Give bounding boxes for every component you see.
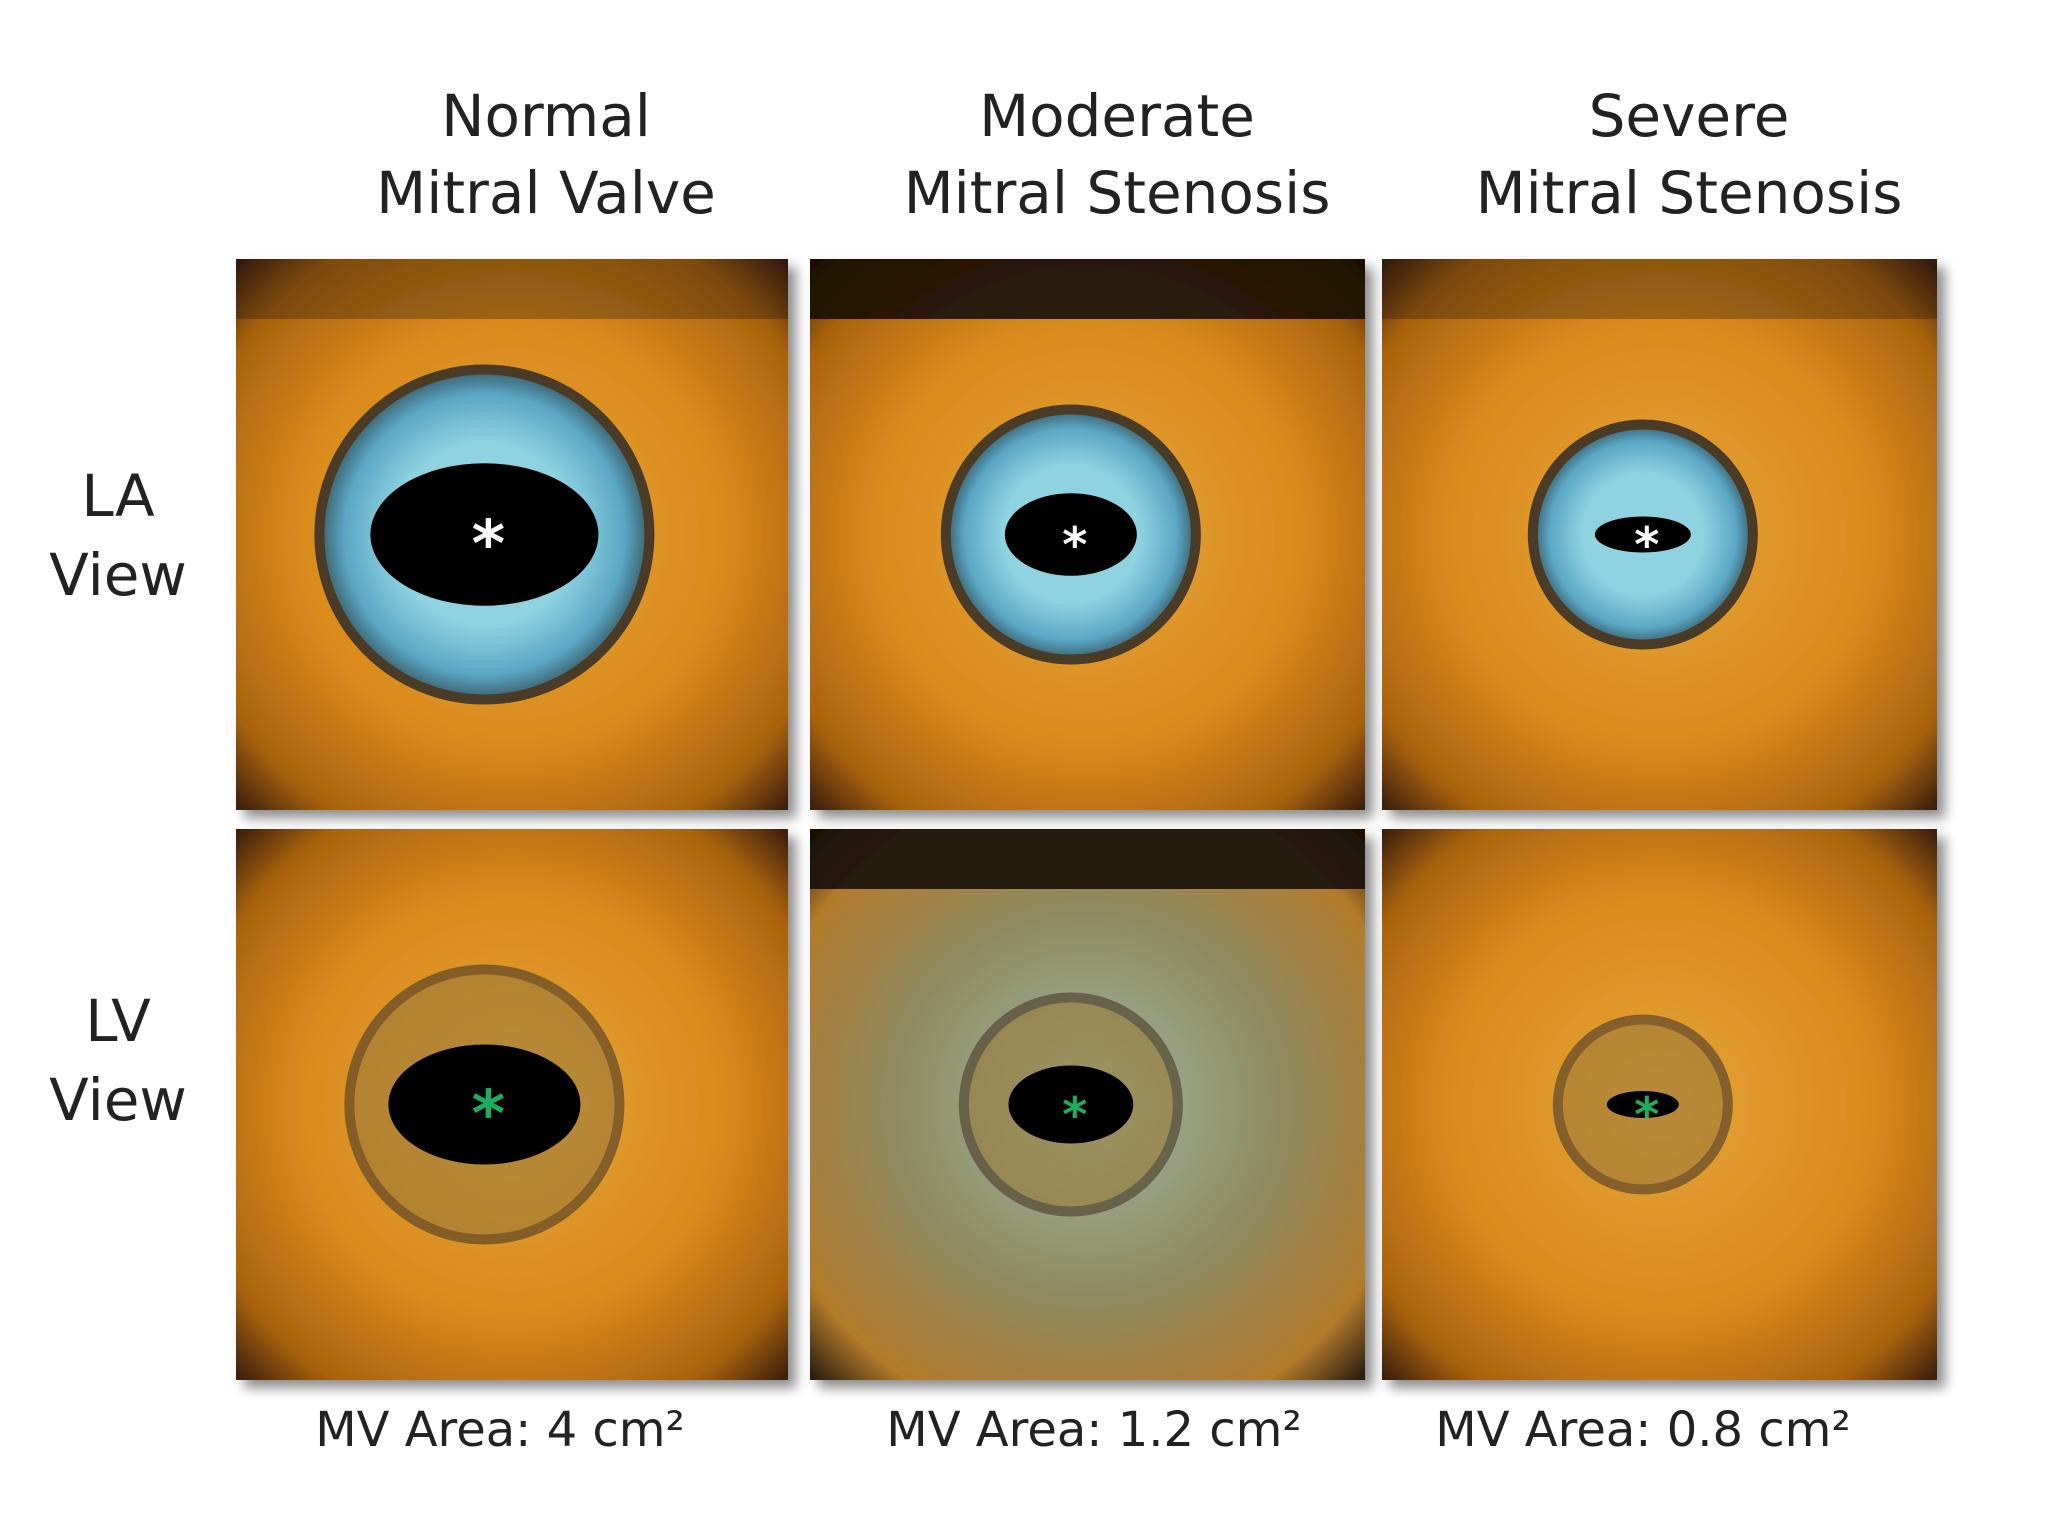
echo-panel: * (236, 829, 788, 1380)
orifice (1004, 493, 1137, 576)
row-label: LV (85, 987, 151, 1055)
orifice (1008, 1065, 1134, 1144)
dark-top (236, 259, 788, 319)
echo-panel: * (810, 829, 1365, 1380)
orifice-marker: * (1062, 1088, 1087, 1144)
orifice-marker: * (1634, 1088, 1659, 1144)
caption: MV Area: 4 cm² (315, 1402, 685, 1458)
orifice-marker: * (472, 1078, 505, 1152)
echo-panel: * (810, 259, 1365, 810)
orifice (370, 463, 599, 606)
caption: MV Area: 0.8 cm² (1435, 1402, 1850, 1458)
orifice-marker: * (1634, 518, 1659, 574)
orifice (1606, 1091, 1679, 1118)
column-title: Mitral Stenosis (1476, 159, 1903, 227)
orifice-marker: * (1062, 518, 1087, 574)
content: Normal Mitral Valve MV Area: 4 cm² Moderate… (49, 82, 1937, 1458)
orifice-marker: * (472, 508, 505, 582)
dark-top (1382, 259, 1937, 319)
orifice (388, 1044, 581, 1165)
dark-top (810, 259, 1365, 319)
column-title: Mitral Stenosis (904, 159, 1331, 227)
echo-panel: * (1382, 259, 1937, 810)
orifice (1594, 516, 1691, 553)
dark-top (810, 829, 1365, 889)
row-label: View (49, 541, 187, 609)
row-label: LA (81, 462, 155, 530)
column-title: Normal (441, 82, 651, 150)
caption: MV Area: 1.2 cm² (886, 1402, 1301, 1458)
row-label: View (49, 1066, 187, 1134)
column-title: Moderate (979, 82, 1255, 150)
column-title: Mitral Valve (376, 159, 716, 227)
echo-panel: * (236, 259, 788, 810)
column-title: Severe (1589, 82, 1790, 150)
echo-panel: * (1382, 829, 1937, 1380)
